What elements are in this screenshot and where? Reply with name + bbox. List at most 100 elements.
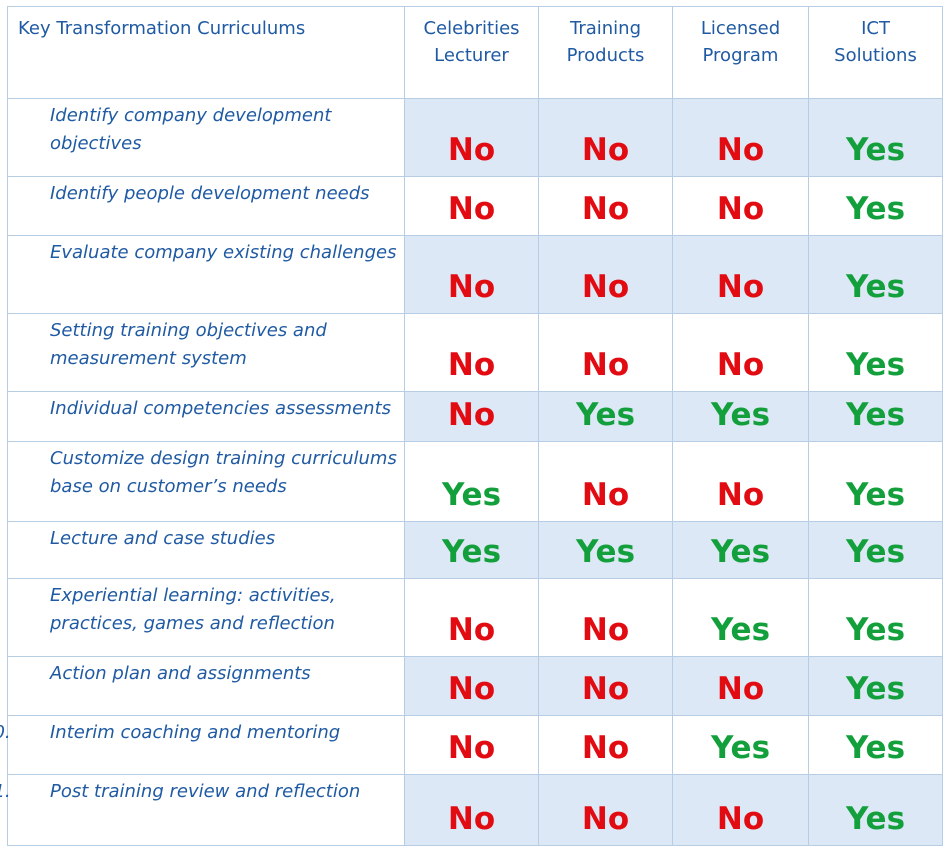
header-line: ICT: [861, 18, 890, 39]
criteria-number: 3.: [16, 239, 50, 267]
criteria-item: 4.Setting training objectives and measur…: [16, 317, 398, 373]
value-cell: No: [404, 176, 539, 236]
value-cell: No: [538, 656, 673, 716]
value-cell: No: [404, 774, 539, 846]
criteria-item: 10. Interim coaching and mentoring: [0, 719, 398, 747]
criteria-number: 9.: [16, 660, 50, 688]
table-row: 4.Setting training objectives and measur…: [7, 313, 943, 392]
table-row: 5.Individual competencies assessmentsNoY…: [7, 391, 943, 442]
value-cell: No: [672, 98, 809, 177]
value-cell: Yes: [538, 391, 673, 442]
table-row: 11. Post training review and reflection No…: [0, 774, 943, 846]
value-cell: No: [672, 313, 809, 392]
criteria-cell: 8.Experiential learning: activities, pra…: [7, 578, 405, 657]
value-cell: No: [538, 98, 673, 177]
criteria-cell: 9.Action plan and assignments: [7, 656, 405, 716]
criteria-cell: 11. Post training review and reflection: [0, 774, 405, 846]
value-cell: Yes: [808, 313, 943, 392]
criteria-cell: 6.Customize design training curriculums …: [7, 441, 405, 522]
header-line: Program: [702, 45, 779, 66]
criteria-cell: 7.Lecture and case studies: [7, 521, 405, 579]
criteria-item: 8.Experiential learning: activities, pra…: [16, 582, 398, 638]
value-cell: No: [404, 656, 539, 716]
criteria-text: Post training review and reflection: [50, 781, 361, 802]
value-cell: Yes: [404, 521, 539, 579]
header-row: Key Transformation Curriculums Celebriti…: [7, 6, 943, 99]
header-line: Lecturer: [434, 45, 509, 66]
value-cell: Yes: [808, 715, 943, 775]
criteria-item: 3.Evaluate company existing challenges: [16, 239, 398, 267]
table-row: 1.Identify company development objective…: [7, 98, 943, 177]
value-cell: Yes: [808, 98, 943, 177]
value-cell: No: [404, 313, 539, 392]
value-cell: No: [404, 98, 539, 177]
table-row: 3.Evaluate company existing challengesNo…: [7, 235, 943, 314]
criteria-item: 6.Customize design training curriculums …: [16, 445, 398, 501]
criteria-text: Identify people development needs: [50, 183, 370, 204]
header-line: Celebrities: [423, 18, 520, 39]
header-line: Licensed: [700, 18, 781, 39]
criteria-text: Individual competencies assessments: [50, 398, 392, 419]
value-cell: No: [672, 235, 809, 314]
criteria-text: Customize design training curriculums ba…: [50, 448, 397, 497]
criteria-text: Lecture and case studies: [50, 528, 276, 549]
criteria-cell: 4.Setting training objectives and measur…: [7, 313, 405, 392]
criteria-cell: 3.Evaluate company existing challenges: [7, 235, 405, 314]
criteria-text: Interim coaching and mentoring: [50, 722, 341, 743]
header-line: Solutions: [834, 45, 917, 66]
comparison-table-wrapper: Key Transformation Curriculums Celebriti…: [0, 6, 943, 846]
criteria-cell: 5.Individual competencies assessments: [7, 391, 405, 442]
header-celebrities-lecturer: Celebrities Lecturer: [404, 6, 539, 99]
value-cell: No: [672, 176, 809, 236]
criteria-text: Experiential learning: activities, pract…: [50, 585, 336, 634]
header-ict-solutions: ICT Solutions: [808, 6, 943, 99]
header-line: Products: [566, 45, 645, 66]
criteria-text: Action plan and assignments: [50, 663, 311, 684]
value-cell: No: [538, 313, 673, 392]
criteria-cell: 2.Identify people development needs: [7, 176, 405, 236]
value-cell: No: [672, 441, 809, 522]
value-cell: Yes: [808, 656, 943, 716]
value-cell: Yes: [808, 176, 943, 236]
criteria-number: 2.: [16, 180, 50, 208]
criteria-item: 5.Individual competencies assessments: [16, 395, 398, 423]
value-cell: No: [538, 578, 673, 657]
value-cell: Yes: [672, 391, 809, 442]
value-cell: Yes: [808, 578, 943, 657]
value-cell: Yes: [538, 521, 673, 579]
table-row: 2.Identify people development needsNoNoN…: [7, 176, 943, 236]
value-cell: Yes: [404, 441, 539, 522]
criteria-number: 1.: [16, 102, 50, 130]
criteria-number: 6.: [16, 445, 50, 473]
table-row: 8.Experiential learning: activities, pra…: [7, 578, 943, 657]
criteria-cell: 1.Identify company development objective…: [7, 98, 405, 177]
value-cell: No: [538, 715, 673, 775]
value-cell: No: [538, 235, 673, 314]
criteria-number: 11.: [0, 781, 11, 802]
table-body: 1.Identify company development objective…: [0, 98, 943, 846]
value-cell: No: [404, 235, 539, 314]
value-cell: Yes: [672, 715, 809, 775]
value-cell: No: [404, 715, 539, 775]
comparison-table: Key Transformation Curriculums Celebriti…: [0, 6, 943, 846]
criteria-text: Setting training objectives and measurem…: [50, 320, 327, 369]
header-criteria: Key Transformation Curriculums: [7, 6, 405, 99]
table-row: 6.Customize design training curriculums …: [7, 441, 943, 522]
criteria-item: 11. Post training review and reflection: [0, 778, 398, 806]
criteria-cell: 10. Interim coaching and mentoring: [0, 715, 405, 775]
value-cell: Yes: [808, 441, 943, 522]
criteria-item: 7.Lecture and case studies: [16, 525, 398, 553]
criteria-text: Identify company development objectives: [50, 105, 332, 154]
value-cell: Yes: [808, 774, 943, 846]
header-licensed-program: Licensed Program: [672, 6, 809, 99]
value-cell: No: [538, 176, 673, 236]
value-cell: Yes: [672, 578, 809, 657]
header-line: Training: [569, 18, 642, 39]
criteria-number: 7.: [16, 525, 50, 553]
criteria-item: 1.Identify company development objective…: [16, 102, 398, 158]
table-row: 10.Interim coaching and mentoringNoNoYes…: [0, 715, 943, 775]
value-cell: No: [672, 656, 809, 716]
value-cell: Yes: [808, 391, 943, 442]
